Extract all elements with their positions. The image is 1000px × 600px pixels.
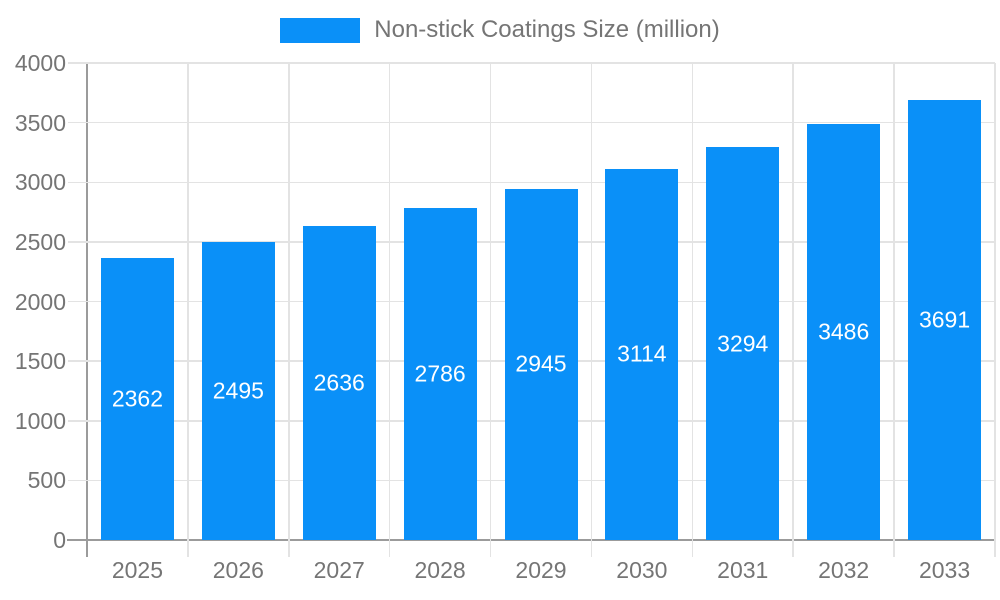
y-tick-label: 3500	[14, 109, 66, 136]
x-tick-label: 2026	[212, 557, 264, 583]
y-tick-label: 1000	[14, 407, 66, 434]
bar-2033[interactable]: 3691	[908, 99, 982, 540]
x-axis-tick	[792, 540, 794, 557]
gridline-horizontal	[87, 121, 995, 124]
x-axis-tick	[288, 540, 290, 557]
y-axis-tick	[68, 181, 87, 183]
x-tick-label: 2025	[111, 557, 164, 583]
y-axis-tick	[68, 300, 87, 303]
x-tick-label: 2033	[918, 557, 971, 583]
bar-value-label: 2945	[515, 350, 567, 377]
x-axis-tick	[187, 540, 189, 557]
y-axis-tick	[68, 360, 87, 362]
y-tick-label: 1500	[14, 348, 66, 375]
bar-2029[interactable]: 2945	[504, 188, 578, 540]
legend-label: Non-stick Coatings Size (million)	[374, 16, 720, 43]
gridline-vertical	[388, 63, 391, 540]
x-tick-label: 2027	[313, 557, 365, 583]
x-axis-tick	[388, 540, 391, 557]
bar-value-label: 2495	[212, 377, 264, 404]
gridline-vertical	[187, 63, 189, 540]
bar-2026[interactable]: 2495	[201, 242, 275, 540]
gridline-vertical	[590, 63, 593, 540]
x-axis-tick	[994, 540, 996, 557]
bar-2030[interactable]: 3114	[605, 168, 679, 540]
x-tick-label: 2030	[616, 557, 668, 583]
y-axis-line	[86, 63, 88, 557]
y-tick-label: 0	[53, 527, 66, 553]
y-tick-label: 3000	[14, 169, 66, 196]
bar-2025[interactable]: 2362	[100, 258, 174, 540]
y-axis-tick	[68, 420, 87, 422]
gridline-vertical	[893, 63, 895, 540]
x-axis-tick	[590, 540, 593, 557]
gridline-vertical	[489, 63, 492, 540]
bar-2028[interactable]: 2786	[403, 207, 477, 540]
bar-2027[interactable]: 2636	[302, 225, 376, 540]
y-tick-label: 500	[27, 467, 66, 494]
x-tick-label: 2028	[414, 557, 466, 583]
gridline-horizontal	[87, 181, 995, 183]
bar-value-label: 2362	[111, 385, 164, 412]
bar-value-label: 2786	[414, 360, 466, 387]
bar-value-label: 3114	[617, 340, 667, 367]
gridline-vertical	[288, 63, 290, 540]
bar-2031[interactable]: 3294	[706, 147, 780, 540]
x-axis-line	[67, 539, 996, 541]
bar-value-label: 3294	[717, 330, 769, 357]
bar-2032[interactable]: 3486	[807, 124, 881, 540]
x-tick-label: 2031	[717, 557, 769, 583]
gridline-vertical	[792, 63, 794, 540]
legend[interactable]: Non-stick Coatings Size (million)	[0, 17, 1000, 43]
gridline-vertical	[691, 63, 694, 540]
y-tick-label: 2500	[14, 228, 66, 255]
legend-swatch	[280, 17, 361, 43]
y-axis-tick	[68, 479, 87, 482]
y-tick-label: 2000	[14, 288, 66, 315]
bar-value-label: 3486	[818, 318, 870, 345]
y-axis-tick	[68, 62, 87, 64]
x-axis-tick	[691, 540, 694, 557]
x-axis-tick	[489, 540, 492, 557]
bar-value-label: 2636	[313, 369, 365, 396]
bar-value-label: 3691	[918, 306, 971, 333]
gridline-vertical	[994, 63, 996, 540]
x-tick-label: 2029	[515, 557, 567, 583]
x-tick-label: 2032	[818, 557, 870, 583]
x-axis-tick	[893, 540, 895, 557]
y-axis-tick	[68, 241, 87, 243]
y-axis-tick	[68, 121, 87, 124]
y-tick-label: 4000	[14, 50, 66, 76]
gridline-horizontal	[87, 62, 995, 64]
